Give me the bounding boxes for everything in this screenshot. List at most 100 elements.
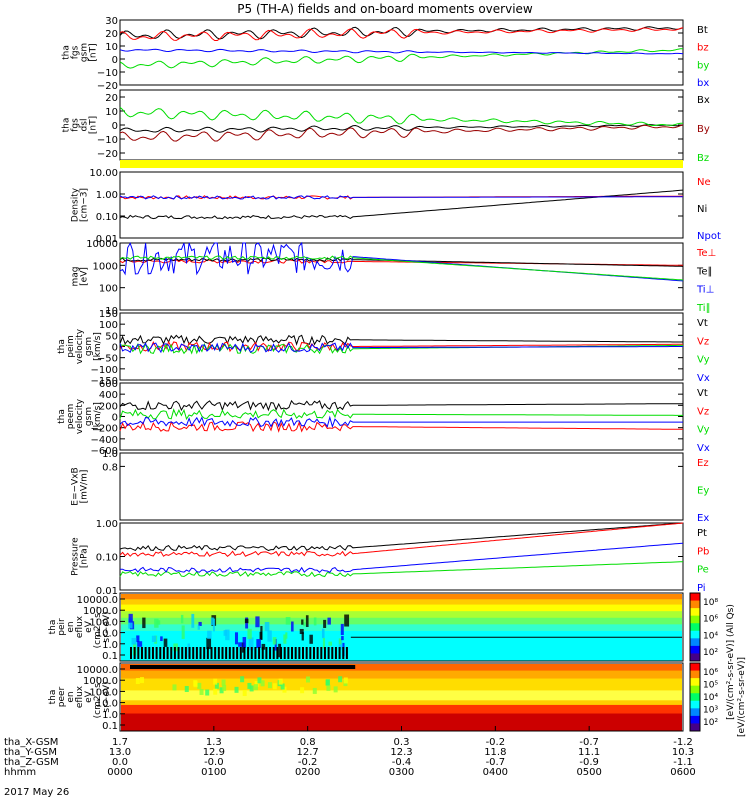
peir_spec-gap-53 — [323, 647, 326, 659]
peer_spec-tick-label-3: 10.0 — [96, 699, 118, 710]
time-row-3-value-6: 0600 — [670, 767, 695, 778]
peir_spec-gap-3 — [140, 647, 143, 659]
peir_spec-gap-17 — [192, 647, 195, 659]
peir_spec-cell-37 — [210, 617, 214, 626]
time-axis: tha_X-GSM 1.7 1.3 0.8 0.3 -0.2 -0.7 -1.2 tha_Y-G… — [4, 726, 696, 798]
peir_spec-gap-11 — [170, 647, 173, 659]
fgs_gsm-panel: 30 20 10 0 −10 −20 tha fgs gsm [nT] Bt bz by bx — [62, 16, 710, 92]
peir_spec-gap-19 — [199, 647, 202, 659]
pressure-ylabel-line-1: [nPa] — [80, 545, 90, 568]
peim_velocity-legend-2: Vy — [697, 355, 710, 366]
density-panel: 10.00 1.00 0.10 0.01 Density [cm−3] Ne Ni Npot — [71, 168, 721, 245]
peir_spec-cell-49 — [197, 625, 200, 630]
fgs_dsl-legend-0: Bx — [697, 95, 710, 106]
fgs_gsm-series-0 — [119, 26, 684, 40]
peer_spec-cell-29 — [139, 677, 144, 684]
time-row-0-value-3: 0.3 — [394, 737, 410, 748]
peer_spec-cell-24 — [257, 677, 262, 684]
peer_spec-cell-15 — [247, 682, 252, 689]
peir_spec-gap-43 — [287, 647, 290, 659]
peir_spec-gap-29 — [236, 647, 239, 659]
peir_spec-ylabel-line-4: eV — [84, 620, 94, 633]
peir_spec-cell-18 — [283, 634, 287, 644]
fgs_dsl-ylabel-line-2: dsl — [80, 119, 90, 132]
fgs_dsl-legend-2: Bz — [697, 153, 709, 164]
time-row-3-value-3: 0300 — [389, 767, 414, 778]
temperature-legend-2: Ti⊥ — [696, 285, 714, 296]
peir_spec-gap-12 — [173, 647, 176, 659]
peer_spec-cell-39 — [234, 686, 239, 693]
peir_spec-gap-13 — [177, 647, 180, 659]
pressure-tick-label-0: 1.00 — [96, 519, 118, 530]
time-row-1-value-5: 11.1 — [578, 747, 600, 758]
peir_spec-cell-45 — [131, 637, 137, 645]
peim_velocity-tick-label-0: 150 — [99, 309, 118, 320]
peir_spec-gap-56 — [334, 647, 337, 659]
colorbar-0-seg-4 — [690, 623, 700, 632]
colorbar-1-seg-5 — [690, 700, 700, 709]
peir_spec-gap-20 — [203, 647, 206, 659]
peim_velocity-tick-label-4: −50 — [97, 354, 118, 365]
peir_spec-cell-6 — [285, 617, 291, 625]
peim_velocity-ylabel: tha peim velocity gsm [km/s] — [57, 328, 103, 364]
peim_velocity-tick-label-5: −100 — [91, 365, 118, 376]
peer_spec-cell-28 — [260, 680, 265, 687]
peir_spec-cell-23 — [309, 634, 313, 644]
peem_velocity-ylabel-line-0: tha — [57, 409, 67, 424]
peer_spec-cell-13 — [326, 684, 331, 691]
colorbar-0-seg-8 — [690, 653, 700, 662]
peir_spec-gap-31 — [243, 647, 246, 659]
peir_spec-ylabel-line-0: tha — [48, 620, 58, 635]
colorbar-1-seg-4 — [690, 693, 700, 702]
time-row-0-value-0: 1.7 — [112, 737, 128, 748]
peir_spec-band-3 — [121, 611, 682, 619]
time-row-2-value-3: -0.4 — [392, 757, 412, 768]
peir_spec-cell-58 — [285, 632, 288, 639]
peer_spec-gap-bar — [130, 665, 356, 669]
peem_velocity-legend-3: Vx — [697, 443, 710, 454]
peir_spec-gap-14 — [181, 647, 184, 659]
peir_spec-gap-4 — [144, 647, 147, 659]
peir_spec-gap-0 — [130, 647, 132, 659]
time-row-1-value-3: 12.3 — [390, 747, 412, 758]
peir_spec-cell-61 — [151, 635, 157, 643]
temperature-ylabel-line-1: [eV] — [80, 267, 90, 286]
peim_velocity-tick-label-2: 50 — [105, 331, 118, 342]
peir_spec-gap-34 — [254, 647, 257, 659]
colorbar-label-2: [eV/(cm²-s-sr-eV)] — [737, 657, 747, 737]
fgs_gsm-tick-label-1: 20 — [105, 29, 118, 40]
peir_spec-tick-label-5: 0.1 — [102, 651, 118, 662]
fgs_dsl-tick-label-4: −20 — [97, 149, 118, 160]
temperature-tick-label-2: 100 — [99, 284, 118, 295]
peer_spec-cell-8 — [254, 680, 259, 687]
fgs_dsl-tick-label-3: −10 — [97, 135, 118, 146]
peir_spec-cell-15 — [259, 631, 263, 640]
pressure-legend-3: Pi — [697, 583, 706, 594]
temperature-ylabel: mag [eV] — [71, 267, 90, 287]
colorbar-1-seg-7 — [690, 715, 700, 724]
peir_spec-cell-52 — [234, 632, 239, 645]
peir_spec-cell-14 — [303, 622, 306, 627]
peir_spec-band-5 — [121, 624, 682, 632]
fgs_gsm-tick-label-5: −20 — [97, 81, 118, 92]
peer_spec-cell-35 — [272, 683, 277, 690]
peir_spec-gap-41 — [280, 647, 283, 659]
peir_spec-ylabel-line-2: en — [66, 621, 76, 632]
peir_spec-ylabel: tha peir en eflux eV (cm2−s− sr−eV) — [48, 606, 112, 649]
peir_spec-tick-label-3: 10.0 — [96, 629, 118, 640]
peer_spec-cell-22 — [221, 679, 226, 686]
peir_spec-gap-25 — [221, 647, 224, 659]
density-ylabel: Density [cm−3] — [71, 187, 90, 222]
peir_spec-cell-56 — [340, 623, 344, 636]
time-row-3-value-2: 0200 — [295, 767, 320, 778]
fgs_dsl-tick-label-2: 0 — [112, 121, 118, 132]
peem_velocity-tick-label-0: 600 — [99, 379, 118, 390]
peir_spec-gap-49 — [309, 647, 312, 659]
fgs_gsm-legend-1: bz — [697, 43, 709, 54]
peir_spec-gap-45 — [294, 647, 297, 659]
peir_spec-cell-29 — [248, 637, 254, 651]
peir_spec-cell-40 — [256, 639, 261, 648]
peer_spec-tick-label-0: 10000.0 — [77, 665, 118, 676]
efield-frame — [119, 452, 684, 521]
peem_velocity-series-0 — [119, 399, 683, 412]
